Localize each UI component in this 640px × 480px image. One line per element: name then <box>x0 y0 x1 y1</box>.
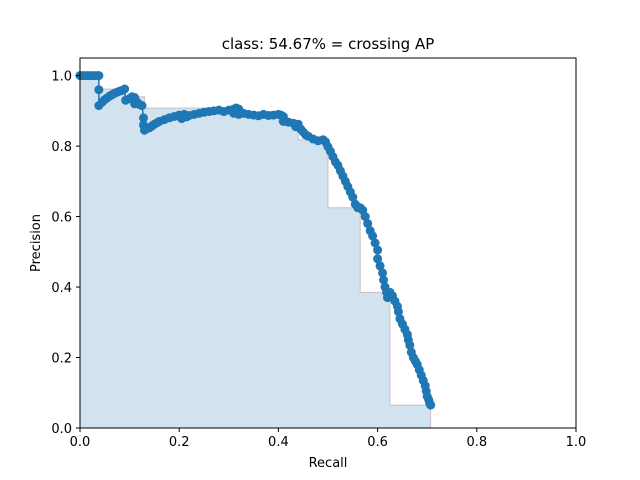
y-tick-label: 0.8 <box>51 140 72 155</box>
axes-frame <box>79 57 577 429</box>
pr-point-20 <box>120 84 130 94</box>
pr-point-105 <box>378 268 388 278</box>
x-tick-label: 1.0 <box>566 435 587 450</box>
x-tick-label: 0.2 <box>169 435 190 450</box>
pr-point-120 <box>405 340 415 350</box>
pr-point-102 <box>373 245 383 255</box>
y-tick-label: 1.0 <box>51 70 72 85</box>
pr-point-92 <box>348 192 358 202</box>
pr-point-114 <box>393 307 403 317</box>
pr-point-106 <box>379 275 389 285</box>
y-axis-label: Precision <box>29 214 44 272</box>
x-axis: 0.0 0.2 0.4 0.6 0.8 1.0 <box>70 428 587 450</box>
pr-point-29 <box>138 113 148 123</box>
pr-point-103 <box>373 254 383 264</box>
y-tick-label: 0.2 <box>51 352 72 367</box>
pr-point-100 <box>368 231 378 241</box>
pr-point-9 <box>94 85 104 95</box>
x-tick-label: 0.0 <box>70 435 91 450</box>
pr-point-101 <box>370 238 380 248</box>
pr-point-97 <box>360 212 370 222</box>
pr-point-28 <box>137 101 147 111</box>
x-tick-label: 0.6 <box>367 435 388 450</box>
plot-area <box>75 71 436 428</box>
y-axis: 0.0 0.2 0.4 0.6 0.8 1.0 <box>51 70 80 437</box>
pr-point-98 <box>363 219 373 229</box>
x-tick-label: 0.8 <box>466 435 487 450</box>
chart-title: class: 54.67% = crossing AP <box>222 35 435 53</box>
y-tick-label: 0.0 <box>51 422 72 437</box>
x-axis-label: Recall <box>309 456 348 471</box>
x-tick-label: 0.4 <box>268 435 289 450</box>
pr-point-8 <box>94 71 104 81</box>
ap-area-fill <box>80 75 431 428</box>
pr-point-133 <box>426 400 436 410</box>
y-tick-label: 0.6 <box>51 211 72 226</box>
y-tick-label: 0.4 <box>51 281 72 296</box>
pr-point-104 <box>375 261 385 271</box>
